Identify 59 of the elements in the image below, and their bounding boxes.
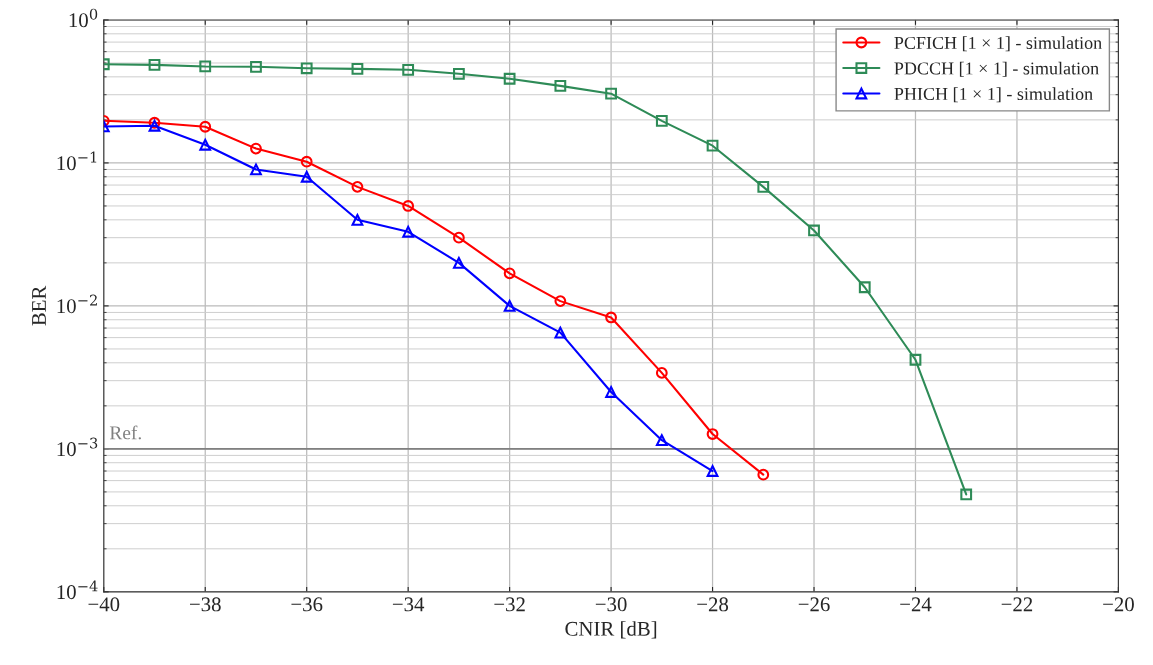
point	[199, 60, 212, 73]
x-tick-label: −30	[595, 597, 627, 612]
ref-line-label: Ref.	[109, 425, 141, 440]
point	[402, 200, 415, 212]
legend-label: PCFICH [1 × 1] - simulation	[894, 36, 1102, 52]
x-tick-label: −20	[1103, 597, 1134, 612]
point	[655, 114, 668, 127]
y-tick-label: 10$^{−1}$	[57, 151, 97, 171]
point	[452, 256, 465, 269]
y-tick-label: 10$^{−3}$	[57, 437, 98, 457]
point	[300, 170, 313, 183]
point	[503, 267, 516, 280]
y-tick-label: 10$^{−2}$	[57, 294, 97, 314]
point	[300, 62, 313, 75]
point	[808, 224, 820, 237]
point	[351, 213, 364, 226]
x-tick-label: −28	[697, 597, 729, 612]
point	[554, 79, 567, 92]
point	[655, 366, 668, 379]
point	[706, 428, 719, 440]
x-tick-label: −22	[1001, 597, 1033, 612]
x-axis-title: CNIR [dB]	[565, 621, 657, 639]
point	[757, 180, 770, 193]
legend-label: PHICH [1 × 1] - simulation	[894, 87, 1093, 103]
point	[452, 231, 465, 244]
point	[199, 138, 212, 151]
y-tick-label: 10$^{−4}$	[57, 580, 98, 600]
y-axis-title: BER	[32, 285, 46, 326]
x-tick-label: −24	[900, 597, 932, 612]
point	[554, 326, 567, 339]
point	[402, 63, 415, 76]
point	[706, 139, 719, 152]
point	[250, 142, 262, 155]
point	[757, 468, 770, 481]
point	[148, 58, 161, 71]
point	[250, 60, 262, 73]
point	[960, 488, 973, 501]
point	[199, 120, 212, 133]
y-tick-label: 10$^{0}$	[69, 8, 98, 28]
legend-label: PDCCH [1 × 1] - simulation	[894, 61, 1099, 77]
point	[351, 62, 364, 75]
point	[655, 434, 668, 447]
x-tick-label: −36	[291, 597, 323, 612]
x-tick-label: −34	[392, 597, 425, 612]
x-tick-label: −26	[798, 597, 830, 612]
point	[554, 295, 567, 308]
point	[300, 155, 313, 168]
point	[250, 163, 262, 176]
point	[605, 311, 617, 324]
point	[351, 180, 364, 193]
point	[858, 281, 871, 294]
x-tick-label: −40	[88, 597, 120, 612]
point	[452, 67, 465, 80]
point	[909, 353, 922, 366]
point	[605, 87, 617, 100]
point	[402, 225, 415, 238]
point	[503, 72, 516, 85]
x-tick-label: −32	[494, 597, 525, 612]
x-tick-label: −38	[189, 597, 221, 612]
